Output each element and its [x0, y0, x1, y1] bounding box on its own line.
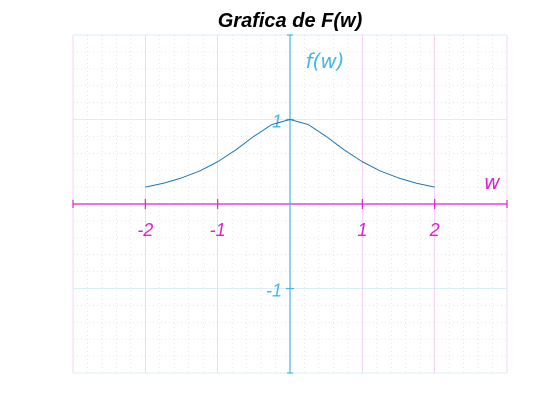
y-tick-label: 1	[272, 112, 282, 132]
series-line-0	[145, 119, 435, 188]
x-axis-label: w	[484, 170, 501, 194]
x-tick-label: 1	[357, 220, 367, 240]
y-tick-label: -1	[266, 281, 282, 301]
series-group	[145, 119, 435, 188]
ticks: -2 -1 1 2 1 -1	[137, 112, 439, 301]
y-axis-label: f(w)	[305, 49, 344, 73]
x-tick-label: -1	[210, 220, 226, 240]
x-tick-label: -2	[137, 220, 153, 240]
x-tick-label: 2	[429, 220, 440, 240]
chart-title: Grafica de F(w)	[218, 10, 363, 32]
